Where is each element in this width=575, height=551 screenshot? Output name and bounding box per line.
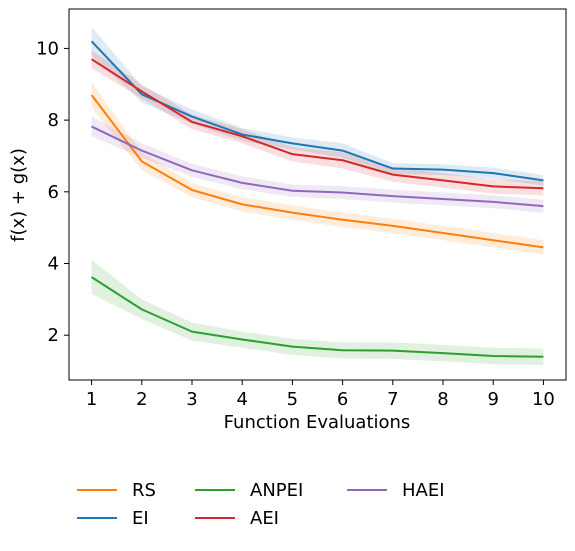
y-axis-label: f(x) + g(x) [8, 148, 29, 242]
legend-item-anpei: ANPEI [195, 480, 303, 501]
legend-item-haei: HAEI [347, 480, 445, 501]
legend-label: HAEI [402, 480, 445, 501]
series-band-ei [91, 26, 544, 186]
x-tick-label: 3 [186, 389, 197, 410]
x-axis-ticks: 1 2 3 4 5 6 7 8 9 10 [86, 380, 555, 410]
y-tick-label: 6 [48, 182, 59, 203]
x-tick-label: 4 [236, 389, 247, 410]
legend-label: RS [132, 480, 156, 501]
legend-item-rs: RS [77, 480, 156, 501]
plot-frame [68, 8, 567, 381]
series-band-rs [91, 82, 544, 255]
legend-label: ANPEI [250, 480, 303, 501]
series-line-anpei [91, 276, 544, 358]
series-line-ei [90, 40, 544, 182]
legend: RS EI ANPEI AEI HAEI [77, 480, 445, 529]
series-band-aei [91, 50, 544, 196]
y-tick-label: 8 [48, 110, 59, 131]
legend-item-aei: AEI [195, 508, 279, 529]
x-tick-label: 8 [437, 389, 448, 410]
x-tick-label: 7 [387, 389, 398, 410]
x-tick-label: 1 [86, 389, 97, 410]
x-tick-label: 2 [136, 389, 147, 410]
y-tick-label: 4 [48, 254, 59, 275]
x-axis-label: Function Evaluations [224, 412, 411, 433]
x-tick-label: 9 [487, 389, 498, 410]
confidence-bands [91, 26, 544, 365]
x-tick-label: 6 [337, 389, 348, 410]
y-tick-label: 10 [36, 38, 59, 59]
x-tick-label: 5 [287, 389, 298, 410]
x-tick-label: 10 [532, 389, 555, 410]
y-axis-ticks: 2 4 6 8 10 [36, 38, 69, 346]
y-tick-label: 2 [48, 325, 59, 346]
legend-label: AEI [250, 508, 279, 529]
series-line-rs [90, 94, 544, 249]
series-line-aei [91, 58, 544, 190]
series-band-anpei [91, 259, 544, 365]
series-lines [90, 40, 544, 358]
legend-label: EI [132, 508, 149, 529]
legend-item-ei: EI [77, 508, 149, 529]
series-line-haei [91, 125, 544, 208]
